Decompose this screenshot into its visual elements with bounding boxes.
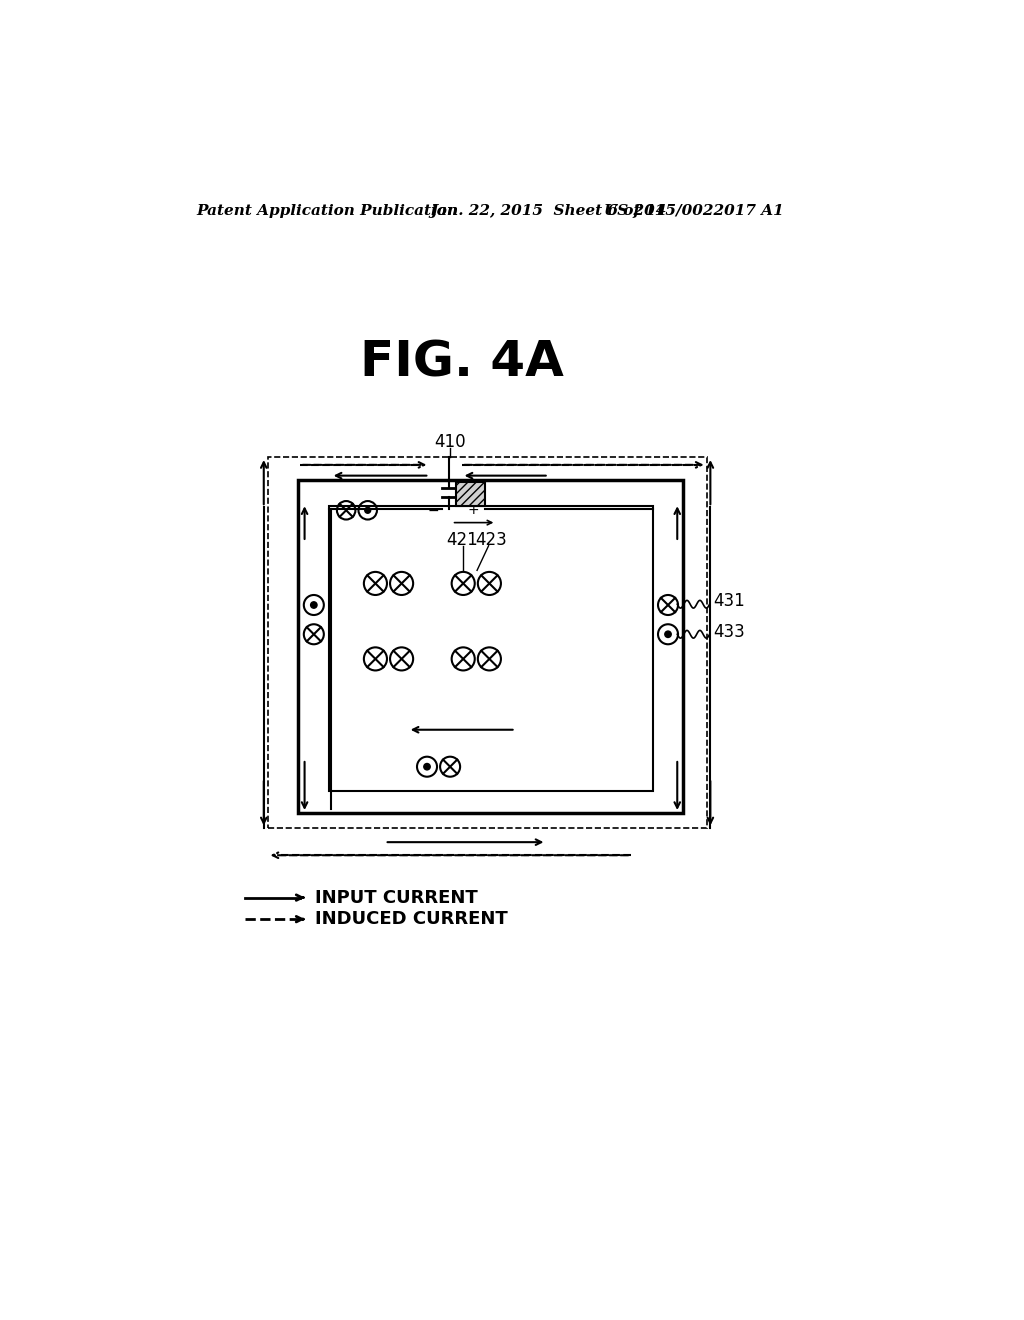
Text: FIG. 4A: FIG. 4A <box>359 338 563 387</box>
Circle shape <box>365 507 371 513</box>
Text: Jan. 22, 2015  Sheet 6 of 14: Jan. 22, 2015 Sheet 6 of 14 <box>431 203 668 218</box>
Circle shape <box>310 602 317 609</box>
Text: 423: 423 <box>475 531 507 549</box>
Circle shape <box>665 631 671 638</box>
Text: $+$: $+$ <box>467 503 479 517</box>
Text: Patent Application Publication: Patent Application Publication <box>196 203 458 218</box>
Bar <box>330 507 652 792</box>
Text: US 2015/0022017 A1: US 2015/0022017 A1 <box>604 203 783 218</box>
Bar <box>456 482 484 507</box>
Text: 410: 410 <box>434 433 466 450</box>
Text: INPUT CURRENT: INPUT CURRENT <box>315 888 478 907</box>
Text: INDUCED CURRENT: INDUCED CURRENT <box>315 911 508 928</box>
Text: $-$: $-$ <box>427 503 439 517</box>
Bar <box>267 457 707 829</box>
Bar <box>298 480 683 813</box>
Text: 433: 433 <box>714 623 745 642</box>
Text: 431: 431 <box>714 593 745 610</box>
Circle shape <box>424 763 430 770</box>
Text: 421: 421 <box>445 531 477 549</box>
